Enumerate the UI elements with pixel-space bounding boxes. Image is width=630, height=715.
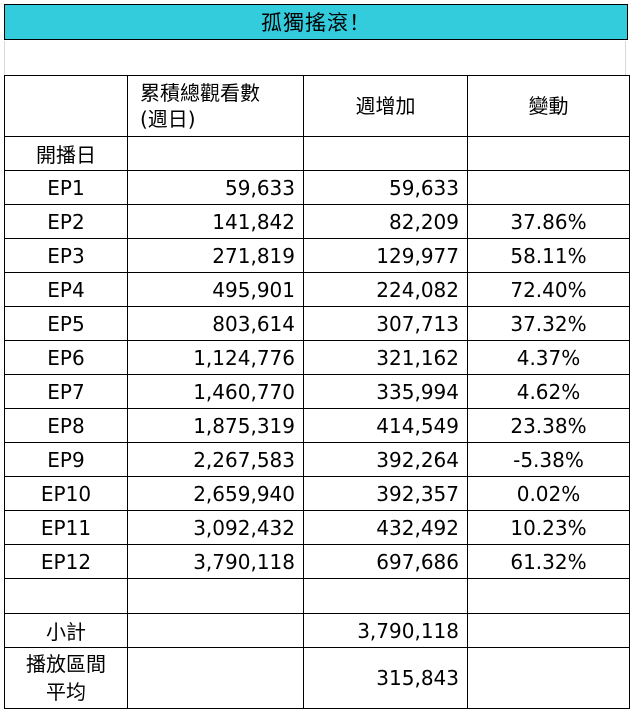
change-cell[interactable]: 4.37% [467,340,630,375]
table-cell[interactable] [127,136,304,171]
table-cell[interactable] [127,613,304,648]
change-cell[interactable]: 72.40% [467,272,630,307]
header-weekly[interactable]: 週增加 [303,75,468,137]
subtotal-row: 小計 3,790,118 [4,613,630,648]
table-cell[interactable] [467,578,630,614]
header-row: 累積總觀看數 (週日) 週增加 變動 [4,75,630,137]
table-row: EP1 59,633 59,633 [4,170,630,205]
cumulative-cell[interactable]: 3,790,118 [127,544,304,579]
episode-cell[interactable]: EP1 [4,170,128,205]
weekly-cell[interactable]: 82,209 [303,204,468,239]
weekly-cell[interactable]: 697,686 [303,544,468,579]
table-row: EP5 803,614 307,713 37.32% [4,306,630,341]
weekly-cell[interactable]: 321,162 [303,340,468,375]
change-cell[interactable]: -5.38% [467,442,630,477]
cumulative-cell[interactable]: 141,842 [127,204,304,239]
subtotal-label[interactable]: 小計 [4,613,128,648]
episode-cell[interactable]: EP8 [4,408,128,443]
table-cell[interactable] [127,578,304,614]
cumulative-cell[interactable]: 1,875,319 [127,408,304,443]
table-row: EP11 3,092,432 432,492 10.23% [4,510,630,545]
table-row: EP4 495,901 224,082 72.40% [4,272,630,307]
cumulative-cell[interactable]: 59,633 [127,170,304,205]
change-cell[interactable]: 10.23% [467,510,630,545]
weekly-cell[interactable]: 129,977 [303,238,468,273]
weekly-cell[interactable]: 307,713 [303,306,468,341]
table-cell[interactable] [303,136,468,171]
cumulative-cell[interactable]: 271,819 [127,238,304,273]
header-cumulative-line2: (週日) [140,107,196,131]
cumulative-cell[interactable]: 1,124,776 [127,340,304,375]
table-row: EP7 1,460,770 335,994 4.62% [4,374,630,409]
table-cell[interactable] [467,136,630,171]
table-row: EP10 2,659,940 392,357 0.02% [4,476,630,511]
episode-cell[interactable]: EP4 [4,272,128,307]
table-cell[interactable] [303,578,468,614]
cumulative-cell[interactable]: 2,659,940 [127,476,304,511]
weekly-cell[interactable]: 432,492 [303,510,468,545]
change-cell[interactable]: 23.38% [467,408,630,443]
header-cumulative-line1: 累積總觀看數 [140,81,260,105]
title-band: 孤獨搖滾！ [4,4,628,40]
episode-cell[interactable]: EP6 [4,340,128,375]
change-cell[interactable]: 37.32% [467,306,630,341]
episode-rows: EP1 59,633 59,633 EP2 141,842 82,209 37.86% EP3… [4,170,630,579]
episode-cell[interactable]: EP2 [4,204,128,239]
episode-cell[interactable]: EP12 [4,544,128,579]
cumulative-cell[interactable]: 3,092,432 [127,510,304,545]
average-value[interactable]: 315,843 [303,647,468,709]
change-cell[interactable]: 37.86% [467,204,630,239]
episode-cell[interactable]: EP7 [4,374,128,409]
table-row: EP9 2,267,583 392,264 -5.38% [4,442,630,477]
header-cumulative[interactable]: 累積總觀看數 (週日) [127,75,304,137]
weekly-cell[interactable]: 392,264 [303,442,468,477]
average-label-line2: 平均 [46,680,86,704]
header-change[interactable]: 變動 [467,75,630,137]
subtotal-value[interactable]: 3,790,118 [303,613,468,648]
episode-cell[interactable]: EP9 [4,442,128,477]
change-cell[interactable]: 0.02% [467,476,630,511]
episode-cell[interactable]: EP11 [4,510,128,545]
weekly-cell[interactable]: 414,549 [303,408,468,443]
cumulative-cell[interactable]: 803,614 [127,306,304,341]
change-cell[interactable]: 4.62% [467,374,630,409]
cumulative-cell[interactable]: 1,460,770 [127,374,304,409]
episode-cell[interactable]: EP10 [4,476,128,511]
blank-row [4,578,630,614]
average-label-line1: 播放區間 [26,652,106,676]
launch-label[interactable]: 開播日 [4,136,128,171]
table-row: EP12 3,790,118 697,686 61.32% [4,544,630,579]
views-table: 累積總觀看數 (週日) 週增加 變動 開播日 EP1 59,633 59,633 EP2… [4,75,630,709]
table-row: EP3 271,819 129,977 58.11% [4,238,630,273]
weekly-cell[interactable]: 224,082 [303,272,468,307]
weekly-cell[interactable]: 392,357 [303,476,468,511]
table-cell[interactable] [4,578,128,614]
empty-row [4,41,626,75]
cumulative-cell[interactable]: 2,267,583 [127,442,304,477]
table-row: EP2 141,842 82,209 37.86% [4,204,630,239]
change-cell[interactable]: 61.32% [467,544,630,579]
header-episode[interactable] [4,75,128,137]
weekly-cell[interactable]: 335,994 [303,374,468,409]
average-row: 播放區間平均 315,843 [4,647,630,709]
table-cell[interactable] [467,613,630,648]
episode-cell[interactable]: EP3 [4,238,128,273]
cumulative-cell[interactable]: 495,901 [127,272,304,307]
episode-cell[interactable]: EP5 [4,306,128,341]
launch-row: 開播日 [4,136,630,171]
change-cell[interactable]: 58.11% [467,238,630,273]
table-cell[interactable] [127,647,304,709]
table-row: EP6 1,124,776 321,162 4.37% [4,340,630,375]
change-cell[interactable] [467,170,630,205]
table-row: EP8 1,875,319 414,549 23.38% [4,408,630,443]
average-label[interactable]: 播放區間 平均 [4,647,128,709]
table-cell[interactable] [467,647,630,709]
sheet-title[interactable]: 孤獨搖滾！ [4,4,628,40]
weekly-cell[interactable]: 59,633 [303,170,468,205]
